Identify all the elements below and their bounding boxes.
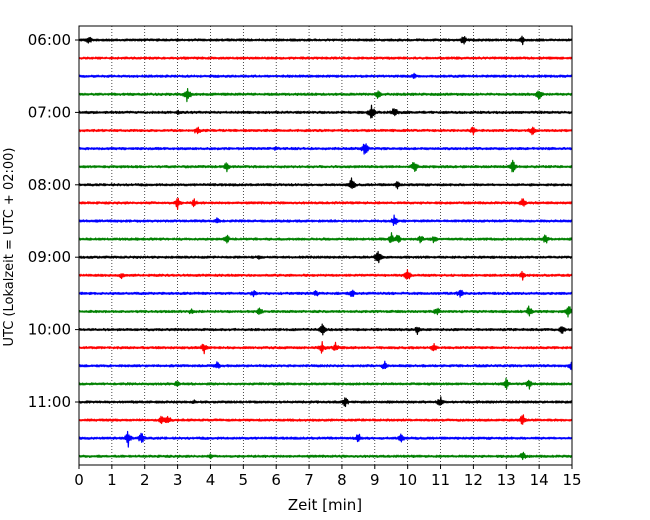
x-axis-label: Zeit [min] (288, 496, 362, 514)
x-tick-label: 14 (530, 471, 549, 489)
seismic-trace (78, 35, 573, 46)
grid-lines (111, 26, 540, 465)
seismic-trace (78, 323, 573, 336)
seismic-trace (78, 377, 573, 390)
seismic-trace (78, 250, 573, 264)
seismic-trace (78, 232, 573, 244)
seismic-trace (78, 414, 573, 425)
seismic-trace (78, 197, 573, 210)
seismic-trace (78, 289, 573, 298)
x-tick-label: 3 (173, 471, 183, 489)
y-axis-label: UTC (Lokalzeit = UTC + 02:00) (2, 148, 17, 347)
x-tick-label: 4 (206, 471, 216, 489)
y-axis-ticks: 06:00 07:00 08:00 09:00 10:00 11:00 (28, 31, 79, 411)
seismic-trace (78, 177, 573, 190)
seismic-trace (78, 143, 573, 155)
seismic-trace (78, 56, 573, 60)
x-tick-label: 2 (140, 471, 150, 489)
x-tick-label: 10 (398, 471, 417, 489)
seismic-trace (78, 214, 573, 226)
y-tick-label: 11:00 (28, 393, 71, 411)
x-axis-ticks: 0 1 2 3 4 5 6 7 8 9 10 11 12 13 14 15 (74, 465, 582, 489)
seismic-trace (78, 341, 573, 355)
x-tick-label: 12 (464, 471, 483, 489)
seismic-traces (78, 35, 573, 461)
seismic-trace (78, 104, 573, 119)
x-tick-label: 8 (337, 471, 347, 489)
y-tick-label: 10:00 (28, 321, 71, 339)
x-tick-label: 0 (74, 471, 84, 489)
seismic-trace (78, 430, 573, 448)
seismic-trace (78, 126, 573, 136)
plot-frame (78, 25, 573, 466)
x-tick-label: 9 (370, 471, 380, 489)
seismic-trace (78, 72, 573, 79)
seismic-trace (78, 87, 573, 103)
seismic-trace (78, 269, 573, 281)
x-tick-label: 11 (431, 471, 450, 489)
y-tick-label: 08:00 (28, 176, 71, 194)
seismic-trace (78, 396, 573, 408)
y-tick-label: 06:00 (28, 31, 71, 49)
seismic-trace (78, 159, 573, 173)
x-tick-label: 5 (239, 471, 249, 489)
x-tick-label: 13 (497, 471, 516, 489)
seismic-trace (78, 451, 573, 461)
y-tick-label: 07:00 (28, 103, 71, 121)
seismic-trace (78, 305, 573, 318)
x-tick-label: 6 (271, 471, 281, 489)
x-tick-label: 15 (562, 471, 581, 489)
x-tick-label: 7 (304, 471, 314, 489)
x-tick-label: 1 (107, 471, 117, 489)
y-tick-label: 09:00 (28, 248, 71, 266)
seismic-trace (78, 360, 573, 371)
